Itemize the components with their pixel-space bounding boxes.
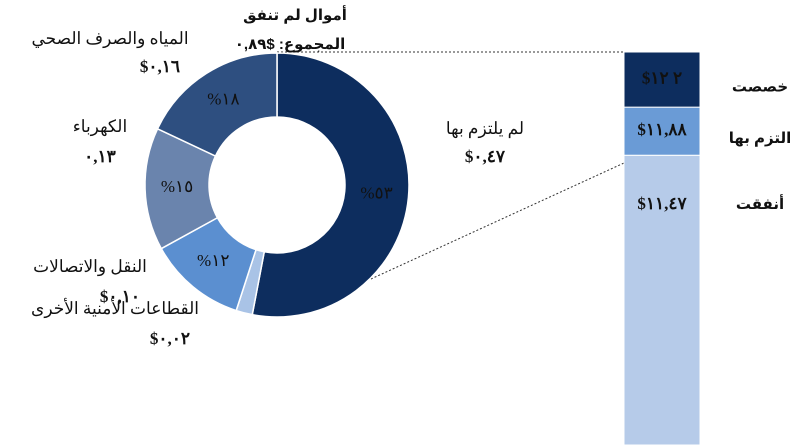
amount-label: $٠,٠٢ — [150, 329, 190, 348]
segment-label: $٢ ١٢ — [642, 68, 682, 87]
leader-line — [359, 162, 625, 285]
category-label: النقل والاتصالات — [33, 257, 147, 277]
category-label: الكهرباء — [73, 117, 127, 137]
segment-label: $١١,٨٨ — [637, 120, 687, 139]
series-label: أنفقت — [736, 194, 784, 213]
chart-title: أموال لم تنفق — [243, 5, 347, 24]
bar-segment — [623, 106, 701, 156]
series-label: خصصت — [732, 79, 788, 96]
series-label: التزم بها — [729, 130, 792, 147]
category-label: لم يلتزم بها — [446, 119, 524, 139]
slice-label: %١٢ — [197, 251, 229, 270]
slice-label: %١٨ — [207, 89, 239, 108]
amount-label: $٠,١٠ — [100, 287, 140, 306]
bar-segment — [623, 154, 701, 446]
segment-label: $١١,٤٧ — [637, 194, 687, 213]
slice-label: %١٥ — [161, 177, 193, 196]
donut-slice — [156, 52, 278, 158]
amount-label: ٠,١٣ — [84, 147, 116, 166]
category-label: القطاعات الأمنية الأخرى — [31, 298, 199, 319]
donut-slice — [251, 52, 410, 318]
amount-label: $٠,١٦ — [140, 57, 180, 76]
category-label: المياه والصرف الصحي — [31, 29, 188, 49]
chart-subtitle: المجموع: $٠,٨٩ — [235, 36, 346, 53]
slice-label: %٥٣ — [360, 183, 392, 202]
bar-segment — [623, 51, 701, 108]
amount-label: $٠,٤٧ — [465, 147, 506, 166]
